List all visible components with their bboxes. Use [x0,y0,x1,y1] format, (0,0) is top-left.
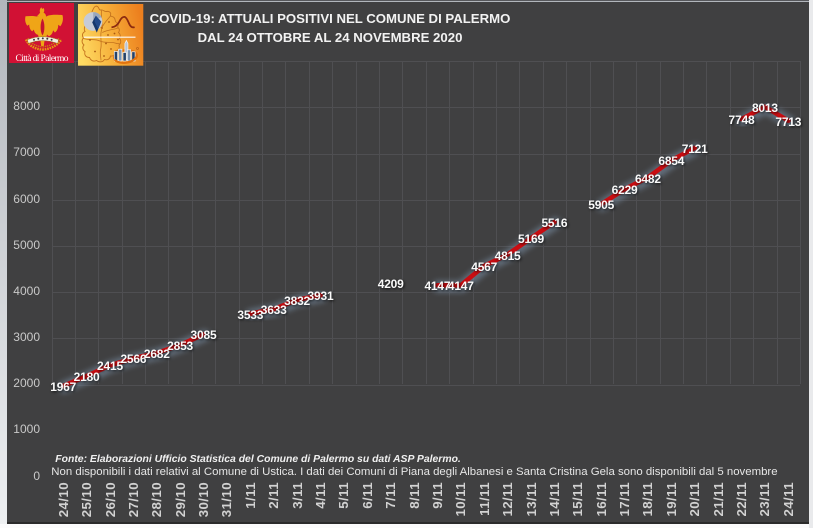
svg-text:Città di Palermo: Città di Palermo [16,53,69,62]
